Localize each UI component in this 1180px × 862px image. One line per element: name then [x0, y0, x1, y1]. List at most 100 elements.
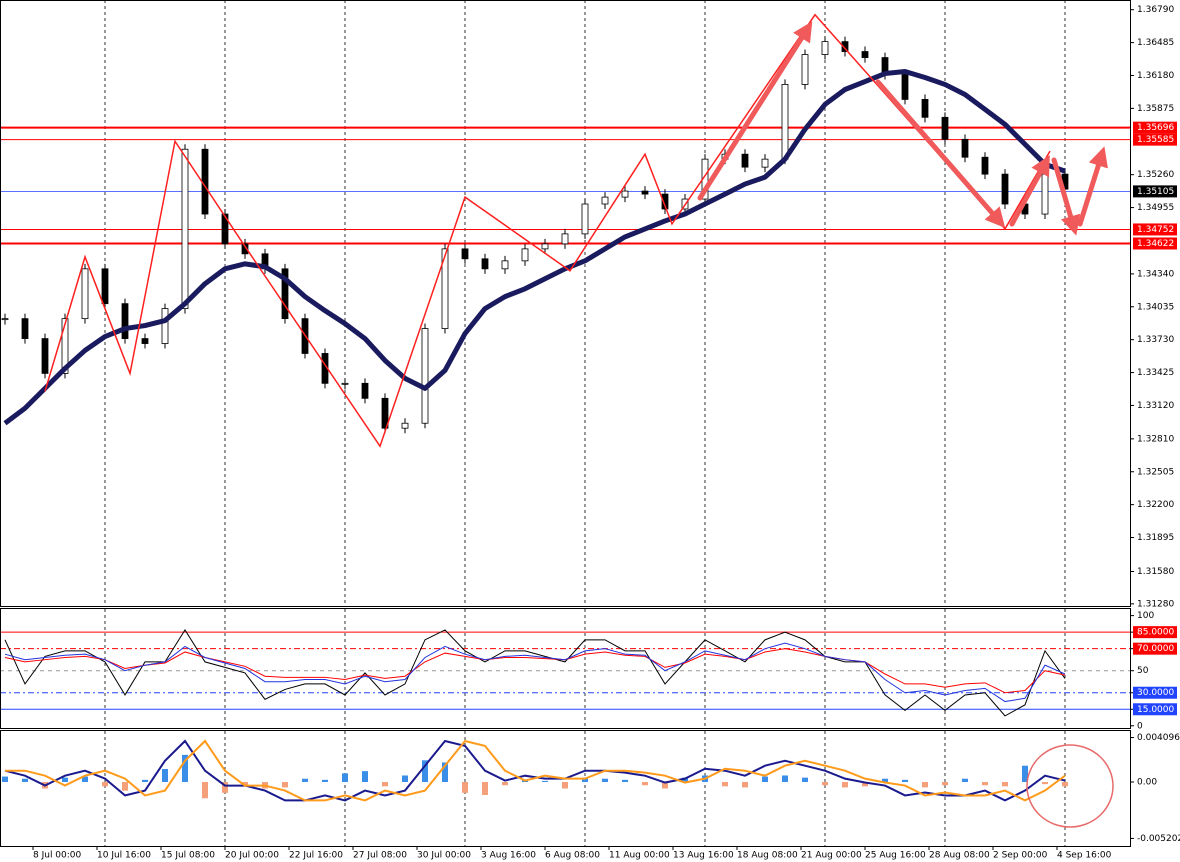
candle: [581, 203, 589, 235]
candle: [141, 338, 149, 344]
y-tick-label: 1.34035: [1137, 302, 1174, 312]
candle: [241, 243, 249, 255]
histogram-bar: [82, 776, 88, 782]
histogram-bar: [902, 779, 908, 782]
level-label: 1.35585: [1137, 135, 1174, 145]
candle: [221, 213, 229, 245]
y-tick-label: 1.36485: [1137, 38, 1174, 48]
candle: [541, 243, 549, 250]
histogram-bar: [342, 773, 348, 782]
arrow: [1077, 146, 1108, 227]
histogram-bar: [422, 760, 428, 782]
candle: [181, 148, 189, 310]
histogram-bar: [742, 781, 748, 788]
candle: [761, 158, 769, 168]
histogram-bar: [542, 780, 548, 782]
histogram-bar: [202, 781, 208, 799]
histogram-bar: [942, 781, 948, 786]
histogram-bar: [462, 781, 468, 793]
histogram-bar: [842, 781, 848, 788]
candle: [21, 318, 29, 339]
level-label-box: [1133, 185, 1177, 198]
y-tick-label: 1.33730: [1137, 335, 1174, 345]
candle: [1041, 173, 1049, 215]
y-tick-label: 0.0040965: [1137, 733, 1180, 743]
histogram-bar: [862, 781, 868, 787]
candle: [281, 268, 289, 320]
histogram-bar: [502, 781, 508, 786]
level-label-box: [1133, 703, 1177, 716]
y-tick-label: 15.0000: [1137, 705, 1174, 715]
histogram-bar: [482, 781, 488, 796]
y-tick-label: 1.36180: [1137, 71, 1174, 81]
y-tick-label: 50: [1137, 666, 1149, 676]
highlight-circle: [1026, 744, 1114, 828]
x-tick-label: 28 Aug 08:00: [929, 851, 990, 861]
x-tick-label: 22 Jul 16:00: [289, 851, 343, 861]
candle: [601, 196, 609, 205]
histogram-bar: [722, 781, 728, 787]
histogram-bar: [622, 779, 628, 782]
x-tick-label: 20 Jul 00:00: [225, 851, 279, 861]
candle: [961, 138, 969, 158]
x-tick-label: 2 Sep 00:00: [993, 851, 1048, 861]
annotations: [697, 21, 1108, 236]
histogram-bar: [962, 778, 968, 782]
y-tick-label: 1.31895: [1137, 533, 1174, 543]
x-tick-label: 18 Aug 08:00: [737, 851, 798, 861]
level-label-box: [1133, 626, 1177, 639]
x-tick-label: 25 Aug 16:00: [865, 851, 926, 861]
candle: [341, 382, 349, 385]
histogram-bar: [242, 781, 248, 787]
histogram-bar: [382, 781, 388, 787]
y-tick-label: 85.0000: [1137, 628, 1174, 638]
main-panel-border: [0, 0, 1131, 607]
histogram-bar: [882, 778, 888, 782]
oscillator-line: [4, 648, 1066, 694]
y-tick-label: 1.32505: [1137, 467, 1174, 477]
y-tick-label: 1.36790: [1137, 5, 1174, 15]
candle: [921, 99, 929, 118]
candle: [381, 397, 389, 429]
histogram-bar: [282, 781, 288, 788]
oscillator-panel-border: [0, 608, 1131, 729]
candle: [941, 116, 949, 140]
histogram-bar: [362, 771, 368, 782]
y-tick-label: 0: [1137, 721, 1143, 731]
candle: [741, 153, 749, 168]
arrow: [875, 79, 1006, 229]
histogram-bar: [782, 775, 788, 782]
candle: [981, 156, 989, 175]
x-tick-label: 21 Aug 00:00: [801, 851, 862, 861]
candle: [1001, 173, 1009, 205]
candle: [201, 148, 209, 215]
x-tick-label: 30 Jul 00:00: [417, 851, 471, 861]
histogram-bar: [162, 768, 168, 782]
level-label-box: [1133, 133, 1177, 146]
histogram-bar: [442, 762, 448, 782]
candle: [521, 248, 529, 262]
arrow: [1009, 154, 1050, 227]
level-label-box: [1133, 223, 1177, 236]
histogram-bar: [402, 775, 408, 782]
x-tick-label: 6 Aug 08:00: [545, 851, 600, 861]
histogram-bar: [562, 781, 568, 789]
candle: [801, 54, 809, 85]
panel-borders: [0, 0, 1131, 847]
histogram-bar: [822, 781, 828, 786]
histogram-bar: [1002, 781, 1008, 787]
candle: [781, 84, 789, 160]
histogram-bar: [1042, 781, 1048, 785]
histogram-bar: [762, 776, 768, 782]
level-label-box: [1133, 121, 1177, 134]
candle: [821, 41, 829, 55]
histogram-bar: [922, 781, 928, 788]
candle: [61, 318, 69, 374]
candle: [841, 41, 849, 52]
histogram-bar: [982, 781, 988, 786]
histogram-bar: [602, 778, 608, 782]
y-tick-label: 100: [1137, 611, 1154, 621]
histogram-bar: [582, 777, 588, 782]
